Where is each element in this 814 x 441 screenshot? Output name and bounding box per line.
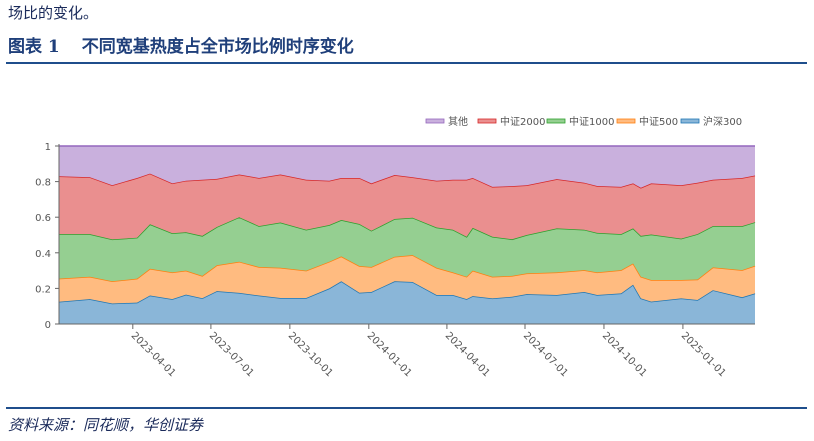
x-tick-label: 2025-01-01: [679, 330, 728, 379]
areas: [58, 145, 756, 324]
legend-swatch: [425, 118, 445, 124]
legend-label: 中证1000: [569, 115, 614, 128]
x-tick-label: 2024-07-01: [521, 330, 570, 379]
y-tick-label: 1: [45, 142, 51, 153]
y-tick-label: 0.6: [35, 213, 51, 224]
legend-label: 沪深300: [703, 115, 742, 128]
header-rule: [6, 62, 807, 64]
legend-swatch: [477, 118, 497, 124]
footer-rule: [6, 407, 807, 409]
x-tick-label: 2024-10-01: [600, 330, 649, 379]
figure-label: 图表 1: [8, 37, 60, 57]
y-tick-label: 0.2: [35, 284, 51, 295]
legend-swatch: [546, 118, 566, 124]
x-tick-label: 2024-04-01: [443, 330, 492, 379]
figure-title-text: 不同宽基热度占全市场比例时序变化: [81, 37, 354, 57]
legend-item: 沪深300: [680, 115, 742, 128]
figure-title: 图表 1 不同宽基热度占全市场比例时序变化: [8, 32, 354, 57]
legend-label: 其他: [448, 115, 468, 128]
area-0: [59, 281, 755, 324]
legend-item: 其他: [425, 115, 468, 128]
y-tick-label: 0: [45, 320, 51, 331]
area-4: [59, 146, 755, 188]
legend-item: 中证2000: [477, 115, 545, 128]
x-tick-label: 2023-10-01: [286, 330, 335, 379]
legend-label: 中证500: [639, 115, 678, 128]
y-tick-label: 0.8: [35, 178, 51, 189]
x-tick-label: 2023-04-01: [129, 330, 178, 379]
x-tick-label: 2024-01-01: [365, 330, 414, 379]
intro-text: 场比的变化。: [8, 4, 99, 22]
source-note: 资料来源：同花顺，华创证券: [8, 416, 204, 434]
area-1: [59, 255, 755, 304]
area-2: [59, 217, 755, 282]
legend-swatch: [616, 118, 636, 124]
y-tick-label: 0.4: [35, 249, 51, 260]
legend: 其他 中证2000 中证1000 中证500 沪深300: [425, 115, 742, 128]
x-tick-label: 2023-07-01: [207, 330, 256, 379]
legend-item: 中证1000: [546, 115, 614, 128]
legend-swatch: [680, 118, 700, 124]
legend-item: 中证500: [616, 115, 678, 128]
area-3: [59, 173, 755, 240]
legend-label: 中证2000: [500, 115, 545, 128]
